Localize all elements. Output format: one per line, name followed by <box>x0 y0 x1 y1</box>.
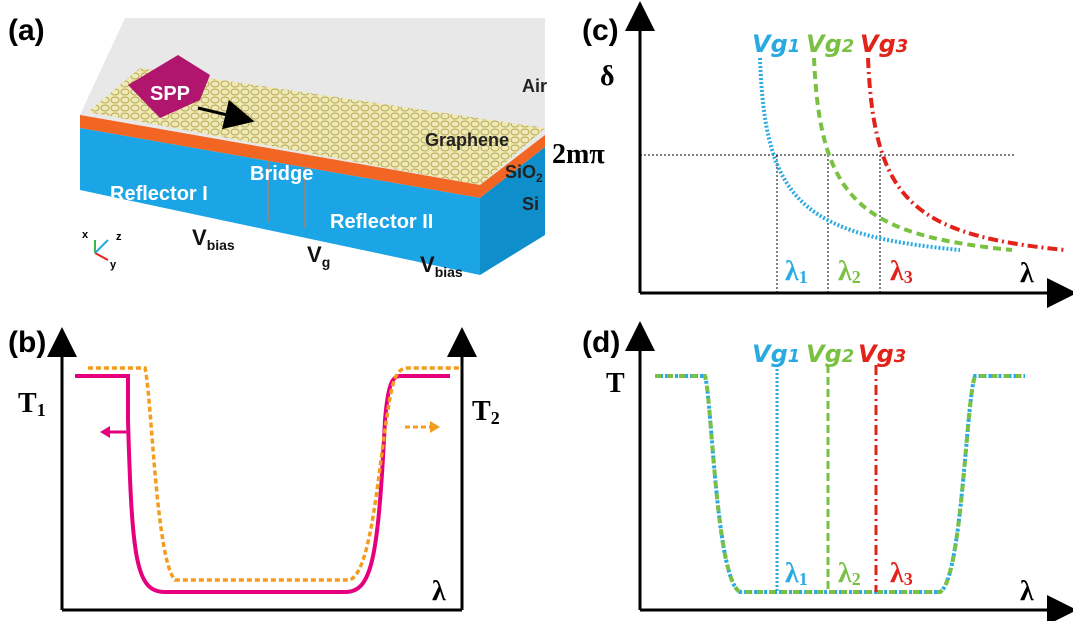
curve-vg3 <box>868 58 1065 250</box>
vbias-label: Vbias <box>192 225 235 253</box>
vg-label: Vg <box>307 242 330 270</box>
wavelength-label: λ3 <box>890 256 913 287</box>
figure: (a) SPP Air Graphene SiO2 Si Bridge Refl… <box>0 0 1073 621</box>
si-label: Si <box>522 194 539 214</box>
panel-label: (d) <box>582 326 620 359</box>
axis-y-label: y <box>110 259 117 271</box>
panel-a: (a) SPP Air Graphene SiO2 Si Bridge Refl… <box>8 14 547 280</box>
t1-label: T1 <box>18 388 46 420</box>
panel-d: (d) T Vg1 Vg2 Vg3 λ1 λ2 λ3 λ <box>582 326 1062 610</box>
axis-z-icon <box>95 240 108 253</box>
x-axis-label: λ <box>432 576 446 607</box>
panel-c: (c) δ 2mπ Vg1 Vg2 Vg3 λ1 λ2 λ3 λ <box>552 14 1065 293</box>
panel-b: (b) T1 T2 λ <box>8 326 500 610</box>
wavelength-label: λ1 <box>785 558 808 589</box>
y-axis-label: T <box>606 368 625 399</box>
transmission-curve-2 <box>88 368 462 580</box>
axis-arrow-head <box>100 426 110 438</box>
axis-z-label: z <box>116 231 122 243</box>
gate-label: Vg1 <box>752 30 800 58</box>
y-axis-label: δ <box>600 61 615 92</box>
wavelength-label: λ2 <box>838 256 861 287</box>
bridge-label: Bridge <box>250 163 313 185</box>
axis-x-label: x <box>82 229 89 241</box>
graphene-label: Graphene <box>425 130 509 150</box>
wavelength-label: λ3 <box>890 558 913 589</box>
gate-label: Vg1 <box>752 340 800 368</box>
gate-label: Vg3 <box>858 340 906 368</box>
spp-label: SPP <box>150 83 190 105</box>
gate-label: Vg2 <box>806 340 854 368</box>
panel-label: (c) <box>582 14 619 47</box>
level-label: 2mπ <box>552 139 605 170</box>
x-axis-label: λ <box>1020 258 1034 289</box>
wavelength-label: λ1 <box>785 256 808 287</box>
air-label: Air <box>522 76 547 96</box>
reflector-label: Reflector I <box>110 183 208 205</box>
gate-label: Vg2 <box>806 30 854 58</box>
x-axis-label: λ <box>1020 576 1034 607</box>
panel-label: (b) <box>8 326 46 359</box>
wavelength-label: λ2 <box>838 558 861 589</box>
axis-y-icon <box>95 253 108 260</box>
transmission-curve-1 <box>75 376 450 592</box>
curve-vg2 <box>814 58 1012 250</box>
t2-label: T2 <box>472 396 500 428</box>
gate-label: Vg3 <box>860 30 908 58</box>
axis-arrow-head <box>430 421 440 433</box>
curve-vg1 <box>760 58 960 250</box>
panel-label: (a) <box>8 14 45 47</box>
reflector-label: Reflector II <box>330 211 433 233</box>
